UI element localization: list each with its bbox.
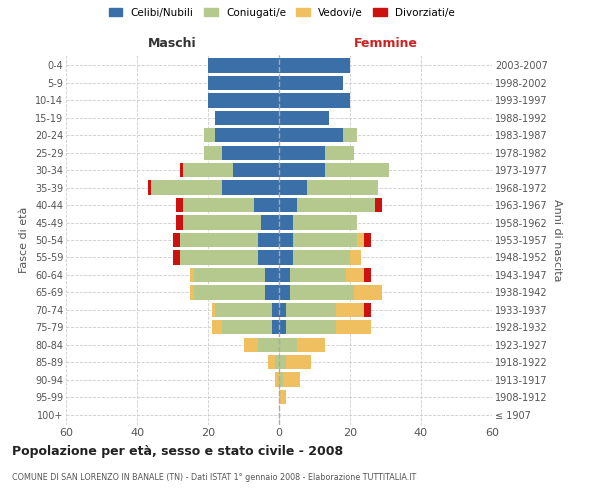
- Bar: [272, 302, 279, 317]
- Bar: [279, 355, 286, 370]
- Bar: [290, 268, 346, 282]
- Bar: [258, 233, 279, 247]
- Bar: [275, 355, 279, 370]
- Bar: [336, 320, 371, 334]
- Bar: [293, 250, 350, 264]
- Text: Popolazione per età, sesso e stato civile - 2008: Popolazione per età, sesso e stato civil…: [12, 445, 343, 458]
- Bar: [364, 233, 371, 247]
- Bar: [183, 216, 261, 230]
- Bar: [279, 285, 290, 300]
- Bar: [279, 93, 350, 108]
- Bar: [205, 146, 222, 160]
- Bar: [222, 180, 279, 195]
- Bar: [151, 180, 222, 195]
- Bar: [364, 302, 371, 317]
- Bar: [353, 285, 382, 300]
- Bar: [286, 302, 336, 317]
- Bar: [286, 320, 336, 334]
- Bar: [350, 250, 361, 264]
- Bar: [279, 58, 350, 72]
- Bar: [258, 338, 279, 352]
- Bar: [279, 372, 283, 387]
- Y-axis label: Anni di nascita: Anni di nascita: [551, 198, 562, 281]
- Bar: [279, 302, 286, 317]
- Bar: [279, 216, 293, 230]
- Bar: [212, 302, 215, 317]
- Bar: [279, 146, 325, 160]
- Bar: [194, 268, 265, 282]
- Bar: [173, 250, 179, 264]
- Bar: [279, 268, 290, 282]
- Legend: Celibi/Nubili, Coniugati/e, Vedovi/e, Divorziati/e: Celibi/Nubili, Coniugati/e, Vedovi/e, Di…: [109, 8, 455, 18]
- Bar: [265, 268, 279, 282]
- Bar: [297, 198, 375, 212]
- Text: COMUNE DI SAN LORENZO IN BANALE (TN) - Dati ISTAT 1° gennaio 2008 - Elaborazione: COMUNE DI SAN LORENZO IN BANALE (TN) - D…: [12, 472, 416, 482]
- Bar: [279, 163, 325, 178]
- Bar: [279, 233, 293, 247]
- Bar: [357, 233, 364, 247]
- Text: Maschi: Maschi: [148, 37, 197, 50]
- Bar: [272, 320, 279, 334]
- Bar: [179, 250, 258, 264]
- Bar: [212, 320, 222, 334]
- Bar: [208, 93, 279, 108]
- Bar: [279, 320, 286, 334]
- Bar: [307, 180, 379, 195]
- Bar: [176, 216, 183, 230]
- Bar: [279, 250, 293, 264]
- Bar: [325, 163, 389, 178]
- Bar: [261, 216, 279, 230]
- Bar: [279, 110, 329, 125]
- Bar: [279, 128, 343, 142]
- Bar: [283, 372, 301, 387]
- Bar: [286, 355, 311, 370]
- Bar: [215, 128, 279, 142]
- Text: Femmine: Femmine: [353, 37, 418, 50]
- Bar: [268, 355, 275, 370]
- Y-axis label: Fasce di età: Fasce di età: [19, 207, 29, 273]
- Bar: [194, 285, 265, 300]
- Bar: [215, 302, 272, 317]
- Bar: [254, 198, 279, 212]
- Bar: [183, 163, 233, 178]
- Bar: [233, 163, 279, 178]
- Bar: [297, 338, 325, 352]
- Bar: [279, 76, 343, 90]
- Bar: [190, 285, 194, 300]
- Bar: [173, 233, 179, 247]
- Bar: [265, 285, 279, 300]
- Bar: [279, 390, 286, 404]
- Bar: [336, 302, 364, 317]
- Bar: [375, 198, 382, 212]
- Bar: [222, 146, 279, 160]
- Bar: [279, 338, 297, 352]
- Bar: [275, 372, 279, 387]
- Bar: [215, 110, 279, 125]
- Bar: [293, 233, 357, 247]
- Bar: [279, 180, 307, 195]
- Bar: [205, 128, 215, 142]
- Bar: [183, 198, 254, 212]
- Bar: [208, 58, 279, 72]
- Bar: [293, 216, 357, 230]
- Bar: [222, 320, 272, 334]
- Bar: [343, 128, 357, 142]
- Bar: [190, 268, 194, 282]
- Bar: [208, 76, 279, 90]
- Bar: [346, 268, 364, 282]
- Bar: [258, 250, 279, 264]
- Bar: [148, 180, 151, 195]
- Bar: [176, 198, 183, 212]
- Bar: [179, 163, 183, 178]
- Bar: [364, 268, 371, 282]
- Bar: [290, 285, 353, 300]
- Bar: [325, 146, 353, 160]
- Bar: [244, 338, 258, 352]
- Bar: [279, 198, 297, 212]
- Bar: [179, 233, 258, 247]
